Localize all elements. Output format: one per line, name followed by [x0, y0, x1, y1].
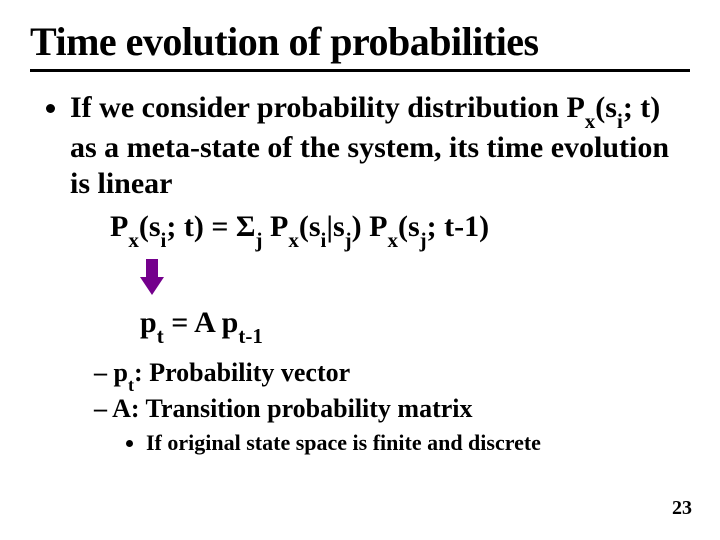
sb1-pre: p [114, 358, 128, 387]
eq-P3: P [369, 210, 387, 243]
eq-open1: (s [139, 210, 161, 243]
sub-bullet-1: pt: Probability vector [94, 357, 690, 393]
sub-sub-bullet-1: If original state space is finite and di… [146, 430, 690, 456]
eq-close2: ) [352, 210, 370, 243]
eq-j2: j [345, 228, 352, 252]
eq2-eq: = A p [164, 306, 239, 339]
down-arrow [140, 259, 690, 300]
bullet-1: If we consider probability distribution … [70, 90, 690, 202]
bullet1-text-pre: If we consider probability distribution … [70, 91, 585, 124]
eq-x2: x [288, 228, 299, 252]
eq-i2: i [321, 228, 327, 252]
eq-j: j [256, 228, 263, 252]
bullet1-arg-isub: i [617, 109, 623, 133]
eq-P2: P [263, 210, 289, 243]
eq-i: i [161, 228, 167, 252]
equation-1: Px(si; t) = Σj Px(si|sj) Px(sj; t-1) [110, 210, 690, 249]
sb2-text: A: Transition probability matrix [112, 394, 472, 423]
eq-bar: |s [326, 210, 344, 243]
down-arrow-icon [140, 259, 164, 295]
eq-t3: ; t-1) [427, 210, 489, 243]
eq2-t2: t-1 [238, 324, 263, 348]
bullet1-psub: x [585, 109, 596, 133]
eq2-t1: t [157, 324, 164, 348]
slide-title: Time evolution of probabilities [30, 18, 690, 72]
sb3-text: If original state space is finite and di… [146, 430, 541, 455]
eq-open2: (s [299, 210, 321, 243]
eq2-p1: p [140, 306, 157, 339]
sb1-sub: t [128, 375, 134, 395]
equation-2: pt = A pt-1 [140, 306, 690, 345]
eq-open3: (s [398, 210, 420, 243]
sub-bullet-2: A: Transition probability matrix If orig… [94, 393, 690, 456]
eq-t: ; t) = [166, 210, 236, 243]
bullet1-arg-open: (s [595, 91, 617, 124]
eq-x1: x [128, 228, 139, 252]
eq-x3: x [388, 228, 399, 252]
eq-P1: P [110, 210, 128, 243]
eq-sigma: Σ [236, 210, 256, 243]
eq-j3: j [420, 228, 427, 252]
page-number: 23 [672, 497, 692, 520]
sb1-post: : Probability vector [134, 358, 350, 387]
